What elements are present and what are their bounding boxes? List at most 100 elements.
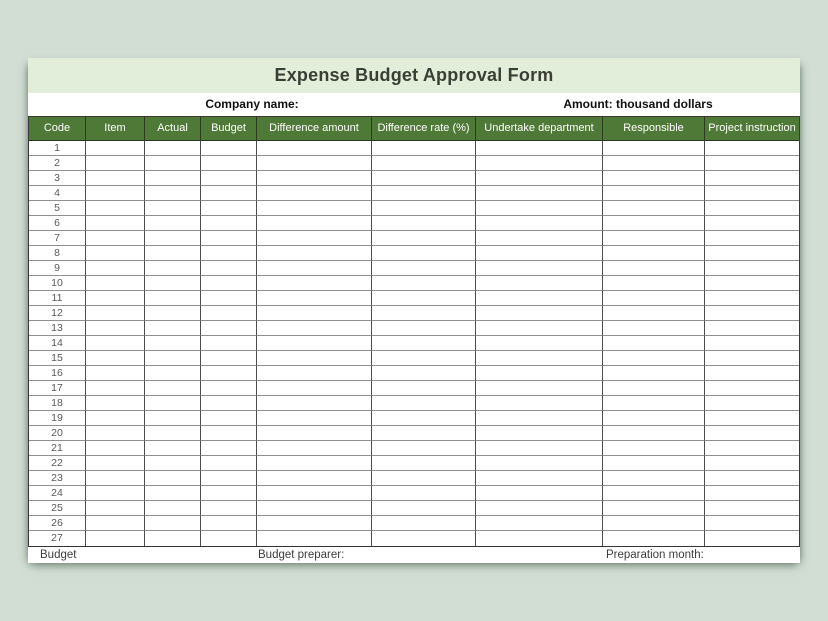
empty-data-cell[interactable] xyxy=(145,396,201,411)
empty-data-cell[interactable] xyxy=(476,381,603,396)
empty-data-cell[interactable] xyxy=(705,366,799,381)
empty-data-cell[interactable] xyxy=(476,306,603,321)
empty-data-cell[interactable] xyxy=(372,471,476,486)
empty-data-cell[interactable] xyxy=(476,156,603,171)
empty-data-cell[interactable] xyxy=(201,261,257,276)
empty-data-cell[interactable] xyxy=(705,381,799,396)
empty-data-cell[interactable] xyxy=(86,366,145,381)
empty-data-cell[interactable] xyxy=(86,531,145,546)
empty-data-cell[interactable] xyxy=(476,531,603,546)
empty-data-cell[interactable] xyxy=(257,336,372,351)
empty-data-cell[interactable] xyxy=(257,471,372,486)
empty-data-cell[interactable] xyxy=(201,441,257,456)
empty-data-cell[interactable] xyxy=(257,501,372,516)
empty-data-cell[interactable] xyxy=(476,276,603,291)
empty-data-cell[interactable] xyxy=(86,516,145,531)
empty-data-cell[interactable] xyxy=(372,351,476,366)
empty-data-cell[interactable] xyxy=(145,336,201,351)
empty-data-cell[interactable] xyxy=(145,141,201,156)
empty-data-cell[interactable] xyxy=(705,456,799,471)
empty-data-cell[interactable] xyxy=(145,321,201,336)
empty-data-cell[interactable] xyxy=(257,141,372,156)
empty-data-cell[interactable] xyxy=(201,516,257,531)
empty-data-cell[interactable] xyxy=(145,306,201,321)
empty-data-cell[interactable] xyxy=(476,366,603,381)
empty-data-cell[interactable] xyxy=(145,411,201,426)
empty-data-cell[interactable] xyxy=(145,351,201,366)
empty-data-cell[interactable] xyxy=(86,201,145,216)
empty-data-cell[interactable] xyxy=(145,156,201,171)
empty-data-cell[interactable] xyxy=(476,486,603,501)
empty-data-cell[interactable] xyxy=(603,276,705,291)
empty-data-cell[interactable] xyxy=(603,426,705,441)
empty-data-cell[interactable] xyxy=(372,411,476,426)
empty-data-cell[interactable] xyxy=(257,156,372,171)
empty-data-cell[interactable] xyxy=(257,231,372,246)
empty-data-cell[interactable] xyxy=(603,321,705,336)
empty-data-cell[interactable] xyxy=(372,396,476,411)
empty-data-cell[interactable] xyxy=(86,321,145,336)
empty-data-cell[interactable] xyxy=(603,471,705,486)
empty-data-cell[interactable] xyxy=(145,291,201,306)
empty-data-cell[interactable] xyxy=(476,171,603,186)
empty-data-cell[interactable] xyxy=(257,531,372,546)
empty-data-cell[interactable] xyxy=(705,396,799,411)
empty-data-cell[interactable] xyxy=(86,216,145,231)
empty-data-cell[interactable] xyxy=(372,516,476,531)
empty-data-cell[interactable] xyxy=(372,201,476,216)
empty-data-cell[interactable] xyxy=(86,336,145,351)
empty-data-cell[interactable] xyxy=(603,216,705,231)
empty-data-cell[interactable] xyxy=(372,456,476,471)
empty-data-cell[interactable] xyxy=(86,156,145,171)
empty-data-cell[interactable] xyxy=(201,321,257,336)
empty-data-cell[interactable] xyxy=(145,426,201,441)
empty-data-cell[interactable] xyxy=(372,186,476,201)
empty-data-cell[interactable] xyxy=(372,261,476,276)
empty-data-cell[interactable] xyxy=(372,426,476,441)
empty-data-cell[interactable] xyxy=(603,291,705,306)
empty-data-cell[interactable] xyxy=(603,246,705,261)
empty-data-cell[interactable] xyxy=(372,171,476,186)
empty-data-cell[interactable] xyxy=(603,306,705,321)
empty-data-cell[interactable] xyxy=(201,291,257,306)
empty-data-cell[interactable] xyxy=(201,411,257,426)
empty-data-cell[interactable] xyxy=(145,231,201,246)
empty-data-cell[interactable] xyxy=(86,351,145,366)
empty-data-cell[interactable] xyxy=(257,171,372,186)
empty-data-cell[interactable] xyxy=(257,366,372,381)
empty-data-cell[interactable] xyxy=(705,321,799,336)
empty-data-cell[interactable] xyxy=(257,426,372,441)
empty-data-cell[interactable] xyxy=(476,411,603,426)
empty-data-cell[interactable] xyxy=(145,501,201,516)
empty-data-cell[interactable] xyxy=(201,501,257,516)
empty-data-cell[interactable] xyxy=(705,171,799,186)
empty-data-cell[interactable] xyxy=(257,291,372,306)
empty-data-cell[interactable] xyxy=(257,516,372,531)
empty-data-cell[interactable] xyxy=(705,276,799,291)
empty-data-cell[interactable] xyxy=(705,486,799,501)
empty-data-cell[interactable] xyxy=(603,531,705,546)
empty-data-cell[interactable] xyxy=(145,261,201,276)
empty-data-cell[interactable] xyxy=(201,531,257,546)
empty-data-cell[interactable] xyxy=(705,216,799,231)
empty-data-cell[interactable] xyxy=(476,201,603,216)
empty-data-cell[interactable] xyxy=(603,516,705,531)
empty-data-cell[interactable] xyxy=(86,411,145,426)
empty-data-cell[interactable] xyxy=(145,171,201,186)
empty-data-cell[interactable] xyxy=(201,471,257,486)
empty-data-cell[interactable] xyxy=(86,291,145,306)
empty-data-cell[interactable] xyxy=(201,366,257,381)
empty-data-cell[interactable] xyxy=(86,141,145,156)
empty-data-cell[interactable] xyxy=(603,411,705,426)
empty-data-cell[interactable] xyxy=(705,261,799,276)
empty-data-cell[interactable] xyxy=(705,246,799,261)
empty-data-cell[interactable] xyxy=(372,336,476,351)
empty-data-cell[interactable] xyxy=(705,531,799,546)
empty-data-cell[interactable] xyxy=(257,186,372,201)
empty-data-cell[interactable] xyxy=(603,186,705,201)
empty-data-cell[interactable] xyxy=(603,141,705,156)
empty-data-cell[interactable] xyxy=(476,231,603,246)
empty-data-cell[interactable] xyxy=(603,351,705,366)
empty-data-cell[interactable] xyxy=(705,156,799,171)
empty-data-cell[interactable] xyxy=(201,276,257,291)
